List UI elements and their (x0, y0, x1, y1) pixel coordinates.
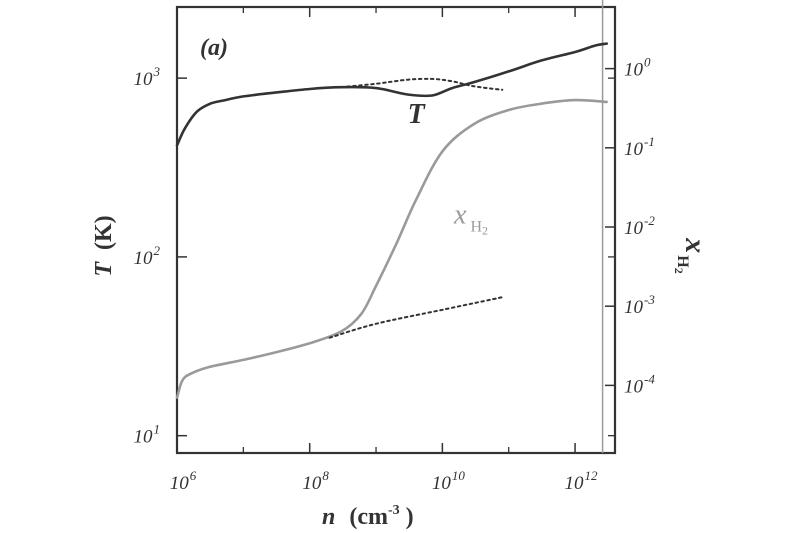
right-y-tick-label-exp: -3 (644, 292, 655, 307)
left-y-axis-title: T (K) (91, 215, 117, 276)
x-tick-label-exp: 6 (190, 468, 197, 483)
series-xH2-solid-line (175, 98, 608, 399)
series-T-dotted-line (340, 77, 504, 91)
right-y-tick-label-base: 10 (624, 218, 644, 239)
right-y-axis-title-subsub: 2 (672, 268, 686, 274)
right-y-tick-label: 10-2 (624, 213, 655, 239)
x-axis-title-unit-exp: -3 (388, 503, 400, 518)
x-tick-label-base: 10 (170, 473, 190, 494)
left-y-axis-title-unit: (K) (91, 215, 117, 250)
x-tick-label-exp: 8 (322, 468, 329, 483)
right-y-tick-label: 10-4 (624, 371, 655, 397)
left-y-axis-title-main: T (91, 261, 117, 277)
x-tick-label-base: 10 (432, 473, 452, 494)
series-label-T: T (408, 99, 427, 130)
series-T-solid-line (175, 42, 608, 147)
right-y-tick-label-exp: -1 (644, 134, 655, 149)
x-tick-label-exp: 10 (452, 468, 466, 483)
left-y-tick-label: 102 (134, 243, 161, 269)
series-label-xH2-sub: H (470, 219, 482, 236)
left-y-tick-label-base: 10 (134, 427, 154, 448)
left-y-tick-label-exp: 1 (154, 422, 161, 437)
x-tick-label: 108 (302, 468, 329, 494)
series-xH2-dotted-line (328, 296, 504, 339)
right-y-tick-label: 10-3 (624, 292, 655, 318)
right-y-tick-label-base: 10 (624, 376, 644, 397)
right-y-tick-label-exp: -4 (644, 371, 655, 386)
left-y-tick-label: 101 (134, 422, 161, 448)
x-tick-label-base: 10 (302, 473, 322, 494)
right-y-tick-label: 100 (624, 55, 651, 81)
left-y-tick-label-base: 10 (134, 248, 154, 269)
x-axis-title-unit-close: ) (406, 504, 414, 530)
plot-frame (175, 5, 617, 455)
right-y-tick-label-exp: -2 (644, 213, 655, 228)
left-y-tick-label-exp: 3 (153, 64, 161, 79)
x-tick-label: 106 (170, 468, 197, 494)
x-axis-title-unit: (cm (349, 504, 388, 530)
right-y-tick-label-base: 10 (624, 60, 644, 81)
right-y-axis-title-sub: H (674, 255, 691, 268)
x-tick-label-base: 10 (565, 473, 585, 494)
series-label-xH2: x H2 (453, 200, 488, 238)
left-y-tick-label-base: 10 (134, 69, 154, 90)
x-axis-ticks: 106 108 1010 1012 (170, 7, 598, 494)
x-tick-label: 1010 (432, 468, 466, 494)
right-y-axis-title-main: x (679, 237, 712, 253)
right-y-tick-label-base: 10 (624, 139, 644, 160)
series-label-xH2-subsub: 2 (482, 224, 488, 238)
right-y-tick-label-base: 10 (624, 297, 644, 318)
x-axis-title-main: n (322, 504, 335, 530)
x-tick-label-exp: 12 (585, 468, 599, 483)
series-layer (175, 42, 608, 399)
left-y-tick-label-exp: 2 (154, 243, 161, 258)
x-axis-title: n (cm-3) (322, 503, 414, 530)
right-y-axis-title: xH2 (672, 237, 712, 273)
x-tick-label: 1012 (565, 468, 599, 494)
right-y-tick-label-exp: 0 (644, 55, 651, 70)
right-y-tick-label: 10-1 (624, 134, 655, 160)
panel-label: (a) (200, 35, 228, 61)
series-label-xH2-main: x (453, 200, 467, 231)
left-y-tick-label: 103 (134, 64, 161, 90)
